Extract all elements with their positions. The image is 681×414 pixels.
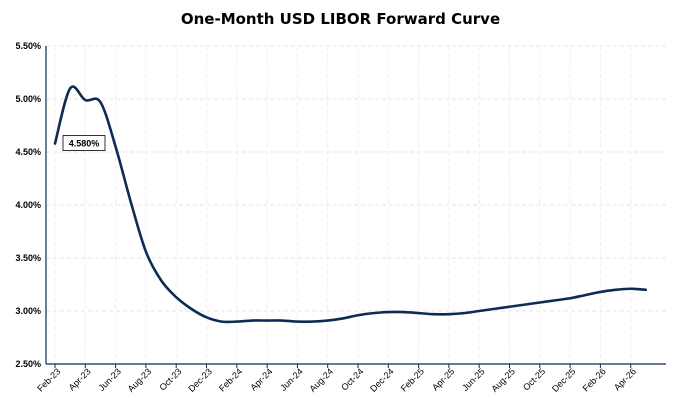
data-point	[433, 313, 435, 315]
x-tick-labels: Feb-23 Apr-23 Jun-23 Aug-23 Oct-23 Dec-23 Feb-…	[35, 366, 638, 394]
y-tick-label: 4.00%	[15, 200, 41, 210]
data-point	[402, 311, 404, 313]
x-tick-label: Feb-26	[581, 366, 608, 393]
data-point	[372, 312, 374, 314]
x-tick-label: Dec-23	[186, 366, 214, 394]
y-tick-label: 4.50%	[15, 147, 41, 157]
data-point	[311, 320, 313, 322]
data-point	[463, 312, 465, 314]
data-point	[205, 316, 207, 318]
x-tick-label: Feb-24	[217, 366, 244, 393]
data-point	[327, 319, 329, 321]
data-point	[645, 289, 647, 291]
data-point	[190, 308, 192, 310]
data-point	[296, 320, 298, 322]
x-tick-label: Dec-25	[550, 366, 578, 394]
x-tick-label: Feb-23	[35, 366, 62, 393]
x-tick-label: Oct-23	[157, 366, 183, 392]
data-point	[539, 301, 541, 303]
y-tick-label: 2.50%	[15, 359, 41, 369]
x-tick-label: Jun-25	[460, 366, 487, 393]
data-point	[417, 312, 419, 314]
y-tick-label: 5.50%	[15, 41, 41, 51]
y-tick-label: 3.50%	[15, 253, 41, 263]
x-tick-label: Apr-24	[248, 366, 274, 392]
data-point	[251, 319, 253, 321]
annotations: 4.580%	[62, 135, 106, 151]
data-point	[599, 291, 601, 293]
chart-title: One-Month USD LIBOR Forward Curve	[180, 10, 501, 28]
data-point	[478, 310, 480, 312]
data-point	[508, 306, 510, 308]
data-point	[281, 319, 283, 321]
data-point	[342, 317, 344, 319]
data-point	[584, 294, 586, 296]
data-point	[569, 297, 571, 299]
data-point	[523, 303, 525, 305]
series-lines	[53, 85, 648, 324]
data-point	[357, 314, 359, 316]
data-point	[175, 296, 177, 298]
x-tick-label: Dec-24	[368, 366, 396, 394]
x-tick-label: Jun-24	[278, 366, 305, 393]
x-tick-label: Oct-24	[339, 366, 365, 392]
x-tick-label: Aug-24	[308, 366, 336, 394]
data-point	[236, 320, 238, 322]
data-point	[114, 146, 116, 148]
data-point	[160, 279, 162, 281]
series-line	[53, 85, 648, 324]
gridlines	[46, 45, 666, 364]
x-tick-label: Feb-25	[399, 366, 426, 393]
data-point	[99, 101, 101, 103]
x-tick-label: Aug-23	[126, 366, 154, 394]
data-point	[448, 313, 450, 315]
y-tick-label: 5.00%	[15, 94, 41, 104]
data-label: 4.580%	[69, 139, 100, 149]
x-tick-label: Oct-25	[521, 366, 547, 392]
axes	[45, 46, 666, 368]
data-point	[54, 142, 56, 144]
data-point	[130, 201, 132, 203]
data-point	[220, 320, 222, 322]
data-point	[266, 319, 268, 321]
data-point	[84, 99, 86, 101]
data-point	[387, 311, 389, 313]
data-point	[614, 289, 616, 291]
data-point	[630, 288, 632, 290]
y-tick-labels: 2.50% 3.00% 3.50% 4.00% 4.50% 5.00% 5.50%	[15, 41, 41, 369]
data-point	[145, 250, 147, 252]
data-point	[69, 87, 71, 89]
x-tick-label: Apr-26	[612, 366, 638, 392]
x-tick-label: Jun-23	[96, 366, 123, 393]
x-tick-label: Apr-23	[67, 366, 93, 392]
x-tick-label: Apr-25	[430, 366, 456, 392]
y-tick-label: 3.00%	[15, 306, 41, 316]
data-point	[493, 308, 495, 310]
data-label-box	[62, 135, 106, 151]
data-point	[554, 299, 556, 301]
x-tick-label: Aug-25	[489, 366, 517, 394]
